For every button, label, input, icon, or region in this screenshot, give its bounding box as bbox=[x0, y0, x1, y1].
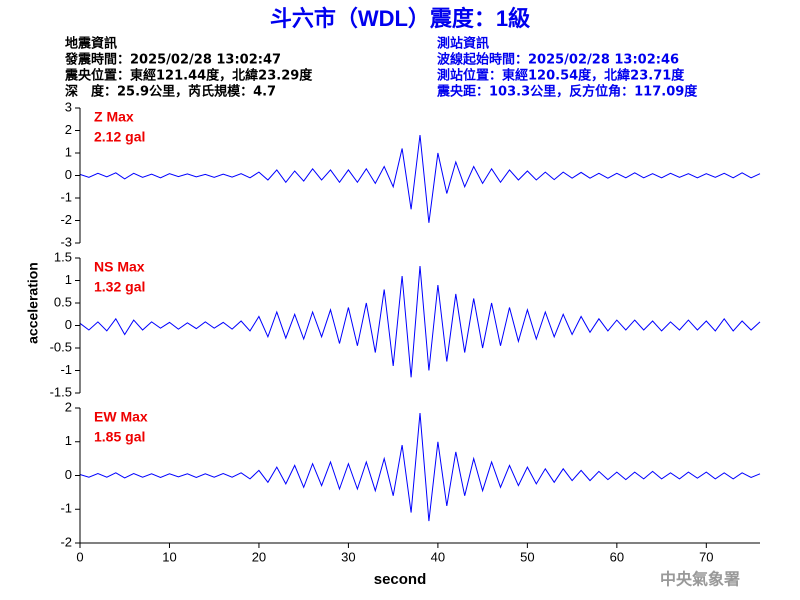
panel-annotation: EW Max bbox=[94, 409, 148, 425]
y-tick-label: 0 bbox=[65, 317, 72, 332]
y-tick-label: 2 bbox=[65, 399, 72, 414]
x-axis-label: second bbox=[374, 571, 427, 588]
y-tick-label: 0 bbox=[65, 167, 72, 182]
event-info: 震央位置：東經121.44度，北緯23.29度 bbox=[64, 68, 313, 84]
y-tick-label: -1.5 bbox=[50, 384, 72, 399]
station-info: 測站位置：東經120.54度，北緯23.71度 bbox=[437, 68, 685, 84]
y-tick-label: -1 bbox=[60, 362, 72, 377]
footer: 中央氣象署 bbox=[660, 570, 740, 589]
y-tick-label: 2 bbox=[65, 122, 72, 137]
y-tick-label: 0.5 bbox=[54, 294, 72, 309]
y-tick-label: 1 bbox=[65, 144, 72, 159]
y-tick-label: 3 bbox=[65, 99, 72, 114]
x-tick-label: 70 bbox=[699, 549, 713, 564]
waveform bbox=[79, 413, 761, 522]
y-tick-label: 1.5 bbox=[54, 249, 72, 264]
y-tick-label: -1 bbox=[60, 501, 72, 516]
y-tick-label: 1 bbox=[65, 433, 72, 448]
waveform bbox=[79, 134, 761, 223]
x-tick-label: 10 bbox=[162, 549, 176, 564]
y-tick-label: -0.5 bbox=[50, 339, 72, 354]
x-tick-label: 30 bbox=[341, 549, 355, 564]
y-tick-label: -3 bbox=[60, 234, 72, 249]
panel-max-value: 2.12 gal bbox=[94, 129, 145, 145]
station-info: 震央距：103.3公里，反方位角：117.09度 bbox=[436, 84, 698, 100]
title: 斗六市（WDL）震度：1級 bbox=[270, 6, 530, 31]
y-tick-label: -2 bbox=[60, 534, 72, 549]
y-tick-label: -2 bbox=[60, 212, 72, 227]
event-info: 深 度：25.9公里，芮氏規模：4.7 bbox=[65, 84, 276, 100]
y-tick-label: -1 bbox=[60, 189, 72, 204]
waveform bbox=[79, 266, 761, 378]
y-tick-label: 1 bbox=[65, 272, 72, 287]
panel-annotation: Z Max bbox=[94, 109, 134, 125]
event-info: 地震資訊 bbox=[65, 36, 117, 52]
event-info: 發震時間：2025/02/28 13:02:47 bbox=[64, 52, 281, 68]
panel-max-value: 1.32 gal bbox=[94, 279, 145, 295]
station-info: 測站資訊 bbox=[437, 36, 489, 52]
station-info: 波線起始時間：2025/02/28 13:02:46 bbox=[437, 52, 679, 68]
x-tick-label: 60 bbox=[610, 549, 624, 564]
y-tick-label: 0 bbox=[65, 467, 72, 482]
x-tick-label: 50 bbox=[520, 549, 534, 564]
x-tick-label: 40 bbox=[431, 549, 445, 564]
panel-max-value: 1.85 gal bbox=[94, 429, 145, 445]
panel-annotation: NS Max bbox=[94, 259, 145, 275]
x-tick-label: 0 bbox=[76, 549, 83, 564]
x-tick-label: 20 bbox=[252, 549, 266, 564]
y-axis-label: acceleration bbox=[25, 262, 41, 344]
